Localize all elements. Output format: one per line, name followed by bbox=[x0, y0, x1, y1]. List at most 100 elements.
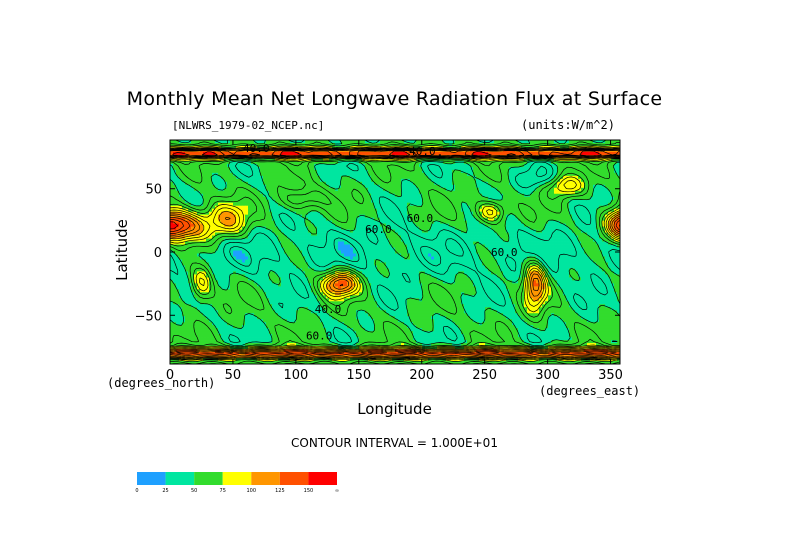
field-cell bbox=[545, 166, 549, 171]
field-cell bbox=[569, 223, 573, 227]
field-cell bbox=[458, 163, 462, 168]
field-cell bbox=[311, 187, 315, 192]
field-cell bbox=[266, 232, 270, 236]
field-cell bbox=[278, 232, 282, 236]
field-cell bbox=[569, 181, 573, 186]
field-cell bbox=[200, 238, 204, 242]
field-cell bbox=[305, 232, 309, 236]
field-cell bbox=[584, 235, 588, 239]
field-cell bbox=[563, 202, 567, 207]
field-cell bbox=[452, 226, 456, 230]
field-cell bbox=[443, 175, 447, 180]
field-cell bbox=[527, 232, 531, 236]
field-cell bbox=[368, 211, 372, 216]
field-cell bbox=[599, 190, 603, 195]
field-cell bbox=[242, 169, 246, 174]
field-cell bbox=[515, 208, 519, 213]
field-cell bbox=[242, 238, 246, 242]
field-cell bbox=[425, 235, 429, 239]
field-cell bbox=[389, 199, 393, 204]
field-cell bbox=[242, 208, 246, 213]
field-cell bbox=[335, 199, 339, 204]
field-cell bbox=[380, 163, 384, 168]
field-cell bbox=[512, 190, 516, 195]
field-cell bbox=[446, 160, 450, 165]
field-cell bbox=[275, 229, 279, 233]
field-cell bbox=[578, 199, 582, 204]
field-cell bbox=[302, 223, 306, 227]
field-cell bbox=[431, 217, 435, 221]
field-cell bbox=[311, 184, 315, 189]
field-cell bbox=[590, 184, 594, 189]
field-cell bbox=[218, 211, 222, 216]
field-cell bbox=[524, 232, 528, 236]
field-cell bbox=[311, 235, 315, 239]
field-cell bbox=[344, 196, 348, 201]
field-cell bbox=[209, 226, 213, 230]
field-cell bbox=[398, 169, 402, 174]
field-cell bbox=[248, 238, 252, 242]
field-cell bbox=[200, 166, 204, 171]
field-cell bbox=[209, 175, 213, 180]
field-cell bbox=[593, 172, 597, 177]
field-cell bbox=[557, 208, 561, 213]
field-cell bbox=[266, 163, 270, 168]
field-cell bbox=[602, 163, 606, 168]
field-cell bbox=[236, 178, 240, 183]
field-cell bbox=[200, 235, 204, 239]
field-cell bbox=[452, 142, 456, 147]
field-cell bbox=[524, 184, 528, 189]
field-cell bbox=[506, 175, 510, 180]
field-cell bbox=[497, 223, 501, 227]
field-cell bbox=[332, 172, 336, 177]
field-cell bbox=[470, 202, 474, 207]
field-cell bbox=[356, 181, 360, 186]
field-cell bbox=[302, 151, 306, 156]
field-cell bbox=[272, 211, 276, 216]
field-cell bbox=[473, 151, 477, 156]
field-cell bbox=[470, 229, 474, 233]
field-cell bbox=[242, 160, 246, 165]
field-cell bbox=[236, 169, 240, 174]
field-cell bbox=[602, 232, 606, 236]
field-cell bbox=[575, 140, 579, 144]
field-cell bbox=[332, 169, 336, 174]
field-cell bbox=[470, 160, 474, 165]
field-cell bbox=[596, 187, 600, 192]
field-cell bbox=[239, 235, 243, 239]
field-cell bbox=[395, 223, 399, 227]
field-cell bbox=[221, 175, 225, 180]
field-cell bbox=[341, 175, 345, 180]
field-cell bbox=[215, 202, 219, 207]
field-cell bbox=[341, 140, 345, 144]
field-cell bbox=[461, 217, 465, 221]
field-cell bbox=[176, 172, 180, 177]
field-cell bbox=[542, 202, 546, 207]
field-cell bbox=[596, 184, 600, 189]
field-cell bbox=[185, 178, 189, 183]
field-cell bbox=[290, 166, 294, 171]
field-cell bbox=[317, 175, 321, 180]
field-cell bbox=[209, 163, 213, 168]
field-cell bbox=[518, 172, 522, 177]
field-cell bbox=[245, 217, 249, 221]
field-cell bbox=[461, 220, 465, 224]
field-cell bbox=[332, 223, 336, 227]
field-cell bbox=[428, 163, 432, 168]
field-cell bbox=[578, 160, 582, 165]
field-cell bbox=[344, 172, 348, 177]
field-cell bbox=[374, 178, 378, 183]
field-cell bbox=[386, 166, 390, 171]
field-cell bbox=[581, 181, 585, 186]
field-cell bbox=[512, 181, 516, 186]
field-cell bbox=[323, 151, 327, 156]
field-cell bbox=[368, 163, 372, 168]
field-cell bbox=[431, 166, 435, 171]
field-cell bbox=[185, 151, 189, 156]
field-cell bbox=[302, 229, 306, 233]
field-cell bbox=[473, 196, 477, 201]
field-cell bbox=[176, 187, 180, 192]
field-cell bbox=[272, 223, 276, 227]
field-cell bbox=[485, 193, 489, 198]
field-cell bbox=[506, 220, 510, 224]
